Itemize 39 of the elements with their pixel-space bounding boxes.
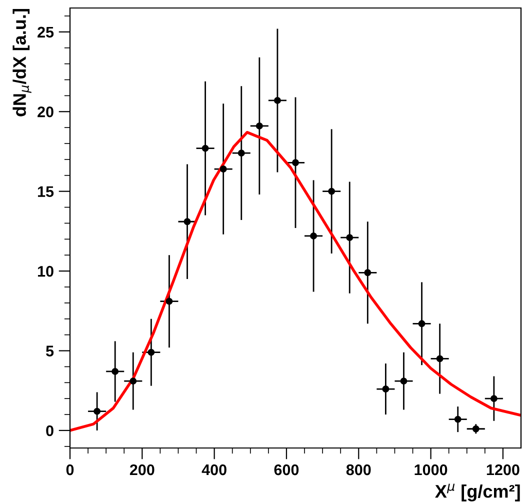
- point: [346, 234, 354, 242]
- y-axis-title: dN$_{μ}$/dX [a.u.]: [12, 9, 32, 116]
- x-tick-label: 1000: [414, 464, 448, 476]
- point: [328, 188, 336, 195]
- point: [454, 416, 462, 423]
- point: [184, 218, 191, 226]
- point: [220, 166, 227, 172]
- x-axis-title: X$^{μ}$ [g/cm²]: [435, 484, 520, 502]
- x-tick-label: 1200: [486, 464, 520, 476]
- point: [256, 122, 263, 130]
- y-tick-label: 25: [38, 26, 54, 38]
- y-tick-label: 10: [38, 266, 54, 277]
- x-tick-label: 200: [130, 464, 154, 476]
- x-tick-label: 600: [274, 464, 299, 476]
- y-tick-label: 5: [46, 346, 54, 356]
- point: [310, 232, 318, 240]
- point: [166, 298, 173, 305]
- point: [400, 378, 408, 385]
- point: [112, 368, 119, 375]
- point: [436, 355, 444, 362]
- x-tick-label: 0: [66, 464, 74, 476]
- point: [382, 386, 390, 392]
- y-tick-label: 20: [38, 106, 54, 118]
- point: [274, 96, 281, 104]
- y-tick-label: 15: [38, 186, 54, 198]
- point: [364, 269, 372, 276]
- x-tick-label: 400: [202, 464, 226, 476]
- point: [94, 408, 101, 415]
- y-tick-label: 0: [46, 425, 54, 436]
- point: [148, 348, 155, 356]
- line-series: [70, 130, 521, 432]
- point: [472, 425, 480, 432]
- point: [292, 159, 299, 166]
- point: [202, 144, 209, 152]
- point: [238, 150, 245, 157]
- point: [418, 320, 426, 328]
- point: [130, 378, 137, 385]
- point: [490, 395, 498, 402]
- x-tick-label: 800: [346, 464, 371, 476]
